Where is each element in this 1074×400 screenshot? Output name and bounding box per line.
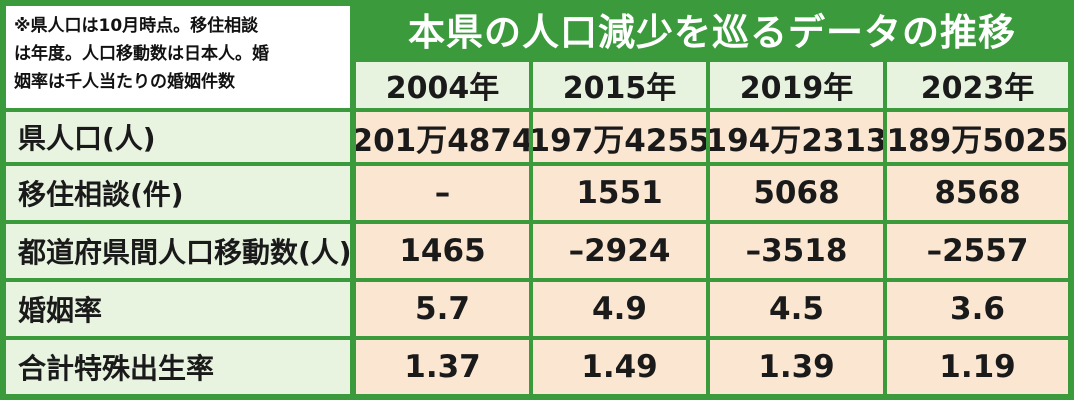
table-cell: 1.39 — [710, 340, 883, 394]
table-cell: – — [356, 166, 529, 220]
table-cell: 4.5 — [710, 282, 883, 336]
table-cell: 3.6 — [887, 282, 1068, 336]
table-cell: 1.37 — [356, 340, 529, 394]
table-cell: 1.49 — [533, 340, 706, 394]
table-cell: –2924 — [533, 224, 706, 278]
row-label-migration: 都道府県間人口移動数(人) — [6, 224, 350, 278]
table-title: 本県の人口減少を巡るデータの推移 — [408, 11, 1016, 54]
table-cell: 8568 — [887, 166, 1068, 220]
table-cell: 1551 — [533, 166, 706, 220]
table-cell: 197万4255 — [533, 112, 706, 162]
year-header-2015: 2015年 — [533, 62, 706, 108]
table-cell: 4.9 — [533, 282, 706, 336]
row-label-population: 県人口(人) — [6, 112, 350, 162]
table-cell: 194万2313 — [710, 112, 883, 162]
year-header-2023: 2023年 — [887, 62, 1068, 108]
table-cell: 1.19 — [887, 340, 1068, 394]
table-note: ※県人口は10月時点。移住相談 は年度。人口移動数は日本人。婚 姻率は千人当たり… — [6, 6, 350, 108]
row-label-fertility-rate: 合計特殊出生率 — [6, 340, 350, 394]
table-cell: 1465 — [356, 224, 529, 278]
year-header-2019: 2019年 — [710, 62, 883, 108]
row-label-marriage-rate: 婚姻率 — [6, 282, 350, 336]
table-cell: 201万4874 — [356, 112, 529, 162]
table-cell: 189万5025 — [887, 112, 1068, 162]
table-cell: –2557 — [887, 224, 1068, 278]
table-cell: 5068 — [710, 166, 883, 220]
table-cell: 5.7 — [356, 282, 529, 336]
table-cell: –3518 — [710, 224, 883, 278]
year-header-2004: 2004年 — [356, 62, 529, 108]
row-label-relocation: 移住相談(件) — [6, 166, 350, 220]
